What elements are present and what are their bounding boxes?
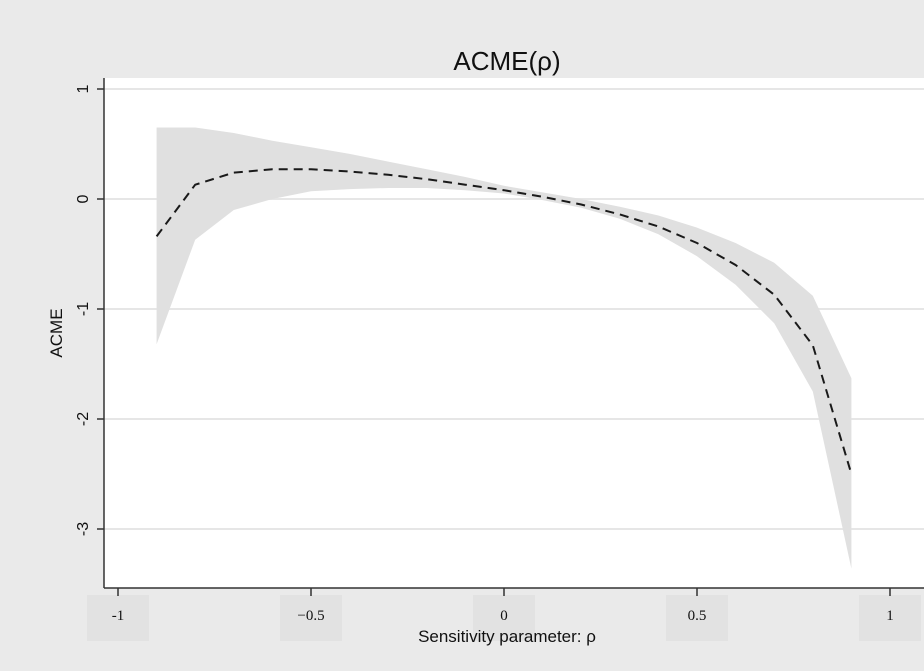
x-tick-patch (87, 595, 149, 641)
x-tick-label-backgrounds (87, 595, 921, 641)
y-axis-label: ACME (47, 308, 66, 357)
y-tick-label: 1 (75, 84, 92, 93)
axes (103, 78, 924, 589)
x-tick-label: 0.5 (688, 608, 707, 624)
confidence-band (156, 127, 852, 569)
y-tick-label: -1 (75, 302, 92, 316)
y-tick-label: 0 (75, 194, 92, 203)
y-tick-label: -3 (75, 522, 92, 536)
x-tick-patch (859, 595, 921, 641)
acme-dashed-line (155, 168, 853, 475)
x-tick-patch (280, 595, 342, 641)
x-tick-patch (473, 595, 535, 641)
x-tick-patch (666, 595, 728, 641)
y-tick-label: -2 (75, 412, 92, 426)
x-tick-label: 0 (500, 608, 508, 624)
ticks: -3 -2 -1 0 1 -1 −0.5 0 0.5 1 (75, 84, 894, 624)
x-tick-label: −0.5 (297, 608, 324, 624)
x-tick-label: 1 (886, 608, 894, 624)
x-tick-label: -1 (112, 608, 125, 624)
chart-title: ACME(ρ) (453, 46, 560, 76)
x-axis-label: Sensitivity parameter: ρ (418, 627, 596, 646)
